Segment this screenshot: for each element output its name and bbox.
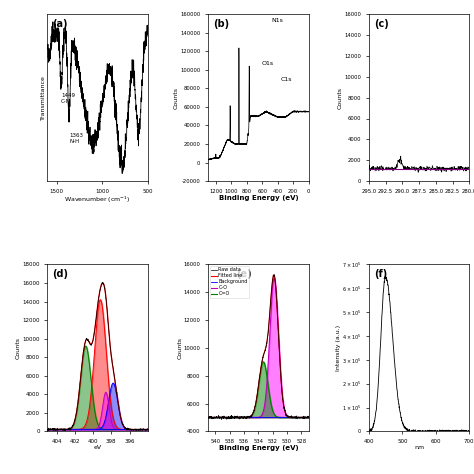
Raw data bbox=[272, 272, 277, 278]
Line: C-O: C-O bbox=[208, 278, 309, 418]
C-O bbox=[260, 411, 265, 417]
Line: Fitted line: Fitted line bbox=[208, 275, 309, 418]
X-axis label: nm: nm bbox=[414, 446, 424, 450]
Text: (a): (a) bbox=[53, 19, 68, 29]
Background bbox=[303, 415, 309, 420]
C=O bbox=[260, 360, 265, 366]
Background bbox=[288, 415, 293, 420]
Y-axis label: Counts: Counts bbox=[338, 87, 343, 109]
Text: (c): (c) bbox=[374, 19, 389, 29]
Fitted line bbox=[265, 332, 271, 337]
C-O bbox=[254, 415, 259, 420]
Raw data bbox=[205, 415, 211, 420]
X-axis label: eV: eV bbox=[93, 446, 102, 450]
Text: 1363
N-H: 1363 N-H bbox=[69, 133, 83, 144]
Background bbox=[260, 415, 265, 420]
Y-axis label: Counts: Counts bbox=[174, 87, 179, 109]
Line: Raw data: Raw data bbox=[208, 275, 309, 419]
C=O bbox=[260, 359, 266, 365]
C-O bbox=[253, 415, 259, 420]
Fitted line bbox=[288, 414, 293, 420]
Background bbox=[265, 415, 271, 420]
C=O bbox=[254, 397, 259, 403]
Text: (e): (e) bbox=[236, 270, 252, 280]
C=O bbox=[303, 415, 309, 420]
Fitted line bbox=[260, 356, 265, 362]
Fitted line bbox=[254, 397, 259, 403]
Fitted line bbox=[306, 415, 311, 420]
Y-axis label: Transmittance: Transmittance bbox=[41, 75, 46, 120]
X-axis label: Binding Energy (eV): Binding Energy (eV) bbox=[219, 195, 298, 201]
Line: C=O: C=O bbox=[208, 362, 309, 418]
Raw data bbox=[304, 415, 310, 420]
Raw data bbox=[260, 355, 265, 360]
Text: 1449
C-N: 1449 C-N bbox=[61, 93, 75, 104]
Raw data bbox=[288, 414, 294, 419]
C=O bbox=[265, 382, 271, 388]
Fitted line bbox=[253, 401, 259, 406]
Raw data bbox=[306, 415, 311, 421]
Text: O1s: O1s bbox=[261, 61, 273, 66]
Text: (b): (b) bbox=[213, 19, 229, 29]
Fitted line bbox=[271, 272, 277, 278]
C=O bbox=[288, 415, 293, 420]
Raw data bbox=[253, 400, 259, 406]
Raw data bbox=[254, 396, 259, 402]
Background bbox=[253, 415, 259, 420]
X-axis label: Wavenumber (cm$^{-1}$): Wavenumber (cm$^{-1}$) bbox=[64, 195, 131, 205]
Raw data bbox=[219, 417, 224, 422]
C-O bbox=[303, 415, 309, 420]
C-O bbox=[288, 414, 293, 420]
Y-axis label: Counts: Counts bbox=[16, 337, 21, 359]
Fitted line bbox=[303, 415, 309, 420]
Text: N1s: N1s bbox=[272, 18, 283, 23]
Fitted line bbox=[205, 415, 211, 420]
Background bbox=[306, 415, 311, 420]
X-axis label: Binding Energy (eV): Binding Energy (eV) bbox=[219, 446, 298, 451]
C=O bbox=[253, 401, 259, 406]
Y-axis label: Intensity (a.u.): Intensity (a.u.) bbox=[336, 325, 341, 371]
C-O bbox=[271, 275, 277, 281]
Legend: Raw data, Fitted line, Background, C-O, C=O: Raw data, Fitted line, Background, C-O, … bbox=[210, 266, 249, 298]
C-O bbox=[205, 415, 211, 420]
Raw data bbox=[265, 331, 271, 337]
Background bbox=[205, 415, 211, 420]
C=O bbox=[205, 415, 211, 420]
Text: (d): (d) bbox=[53, 270, 68, 280]
Text: (f): (f) bbox=[374, 270, 387, 280]
Background bbox=[254, 415, 259, 420]
C-O bbox=[265, 365, 271, 371]
Y-axis label: Counts: Counts bbox=[177, 337, 182, 359]
Text: C1s: C1s bbox=[281, 77, 292, 82]
C-O bbox=[306, 415, 311, 420]
C=O bbox=[306, 415, 311, 420]
